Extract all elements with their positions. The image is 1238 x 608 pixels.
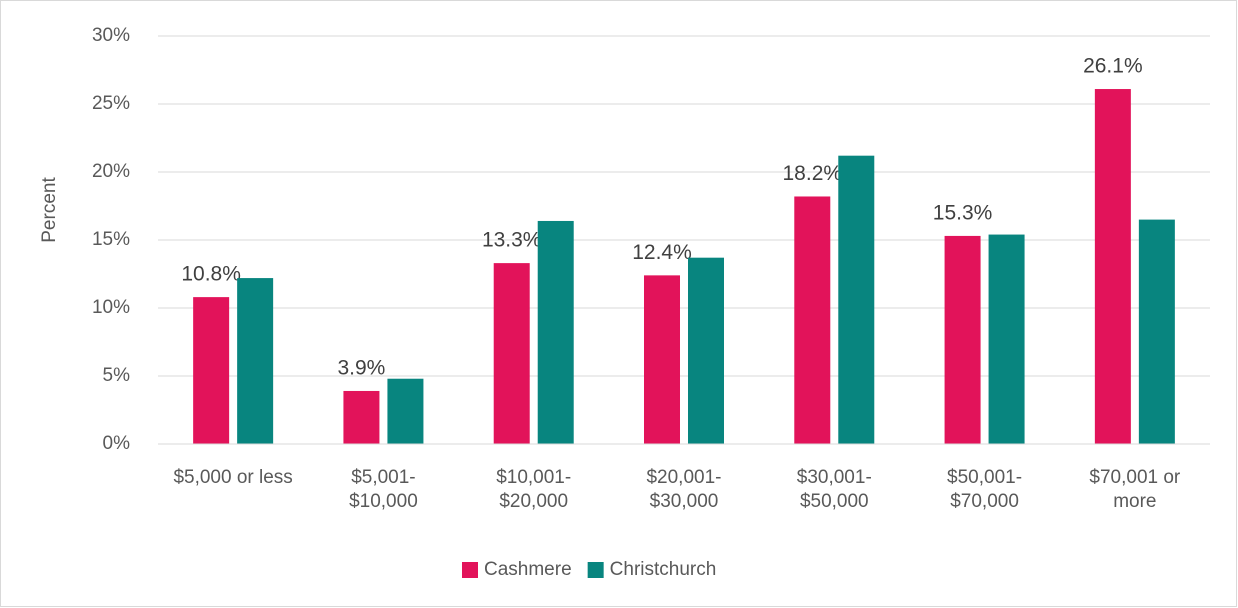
legend-label: Christchurch bbox=[610, 559, 717, 580]
data-label: 3.9% bbox=[337, 357, 385, 380]
bar bbox=[988, 234, 1025, 444]
x-tick-label: $50,001- $70,000 bbox=[947, 467, 1023, 512]
bar bbox=[237, 278, 274, 444]
data-label: 12.4% bbox=[632, 241, 692, 264]
bar bbox=[343, 390, 380, 444]
data-label: 15.3% bbox=[933, 201, 993, 224]
x-tick-label: $70,001 or more bbox=[1089, 467, 1181, 512]
bar bbox=[387, 378, 424, 444]
y-tick-label: 30% bbox=[92, 25, 130, 46]
bar bbox=[1138, 219, 1175, 444]
x-tick-label: $30,001- $50,000 bbox=[796, 467, 872, 512]
legend-swatch bbox=[462, 562, 478, 578]
bar bbox=[644, 275, 680, 444]
bar bbox=[493, 263, 530, 444]
data-label: 13.3% bbox=[482, 229, 542, 252]
bar bbox=[838, 155, 875, 444]
bar bbox=[1094, 89, 1131, 444]
bar bbox=[688, 257, 724, 444]
y-tick-label: 15% bbox=[92, 229, 130, 250]
y-tick-label: 20% bbox=[92, 161, 130, 182]
bar bbox=[944, 235, 981, 444]
legend-label: Cashmere bbox=[484, 559, 572, 580]
legend-swatch bbox=[587, 562, 604, 578]
data-label: 18.2% bbox=[783, 162, 843, 185]
x-tick-label: $5,000 or less bbox=[173, 467, 293, 488]
y-tick-label: 5% bbox=[103, 365, 131, 386]
y-tick-label: 10% bbox=[92, 297, 130, 318]
data-label: 10.8% bbox=[181, 263, 241, 286]
x-tick-label: $10,001- $20,000 bbox=[496, 467, 572, 512]
bar bbox=[794, 196, 831, 444]
y-tick-label: 0% bbox=[103, 433, 131, 454]
x-tick-label: $20,001- $30,000 bbox=[646, 467, 722, 512]
x-tick-label: $5,001- $10,000 bbox=[349, 467, 418, 512]
y-tick-label: 25% bbox=[92, 93, 130, 114]
bar bbox=[537, 220, 574, 444]
y-axis-label: Percent bbox=[39, 177, 60, 243]
bar bbox=[193, 297, 230, 444]
data-label: 26.1% bbox=[1083, 55, 1143, 78]
